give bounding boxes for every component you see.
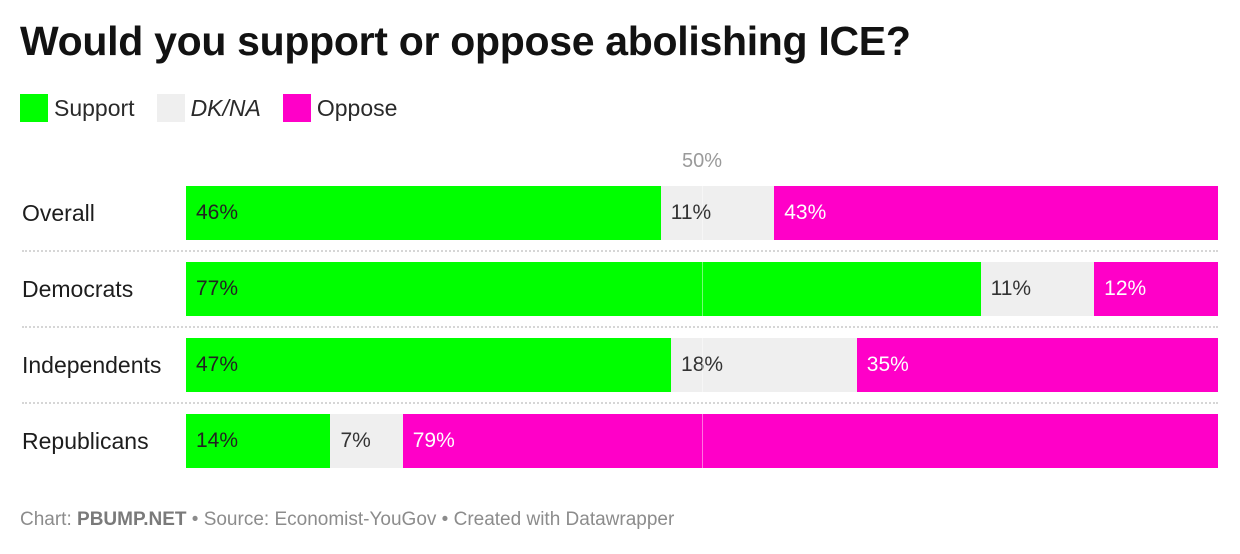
footer: Chart: PBUMP.NET • Source: Economist-You…: [20, 509, 674, 531]
legend-label-dkna: DK/NA: [190, 94, 261, 121]
data-label-democrats-oppose: 12%: [1104, 277, 1147, 300]
legend-swatch-dkna: [156, 94, 185, 122]
category-label-overall: Overall: [22, 200, 95, 226]
bar-republicans-support: [186, 414, 331, 468]
legend-item-dkna: DK/NA: [156, 94, 261, 122]
legend-swatch-oppose: [282, 94, 311, 122]
bar-overall-dkna: [660, 186, 775, 240]
data-label-democrats-support: 77%: [196, 277, 239, 300]
row-divider: [22, 326, 1218, 328]
bar-democrats-dkna: [980, 262, 1095, 316]
footer-brand: PBUMP.NET: [77, 509, 187, 530]
data-label-overall-support: 46%: [196, 201, 239, 224]
legend-label-oppose: Oppose: [316, 94, 398, 121]
footer-source: • Source: Economist-YouGov • Created wit…: [186, 509, 675, 530]
bar-republicans-oppose: [402, 414, 1218, 468]
bar-row-republicans: 14% 7% 79%: [186, 414, 1218, 468]
category-label-independents: Independents: [22, 352, 162, 378]
category-label-democrats: Democrats: [22, 276, 134, 302]
data-label-independents-oppose: 35%: [866, 353, 909, 376]
data-label-independents-support: 47%: [196, 353, 239, 376]
bar-independents-dkna: [671, 338, 857, 392]
reference-line-independents: [702, 338, 703, 392]
bar-row-independents: 47% 18% 35%: [186, 338, 1218, 392]
bar-democrats-support: [186, 262, 981, 316]
reference-line-overall: [702, 186, 703, 240]
bar-democrats-oppose: [1094, 262, 1218, 316]
bar-row-democrats: 77% 11% 12%: [186, 262, 1218, 316]
legend-item-oppose: Oppose: [282, 94, 398, 122]
data-label-republicans-dkna: 7%: [340, 429, 371, 452]
reference-line-democrats: [702, 262, 703, 316]
reference-50-label: 50%: [681, 150, 723, 172]
bar-row-overall: 46% 11% 43%: [186, 186, 1218, 240]
data-label-overall-dkna: 11%: [670, 201, 712, 224]
legend-label-support: Support: [54, 94, 135, 121]
category-label-republicans: Republicans: [22, 428, 149, 454]
data-label-republicans-oppose: 79%: [412, 429, 455, 452]
bar-republicans-dkna: [330, 414, 403, 468]
data-label-overall-oppose: 43%: [784, 201, 827, 224]
data-label-republicans-support: 14%: [196, 429, 239, 452]
bar-overall-support: [186, 186, 661, 240]
bar-independents-support: [186, 338, 672, 392]
data-label-independents-dkna: 18%: [681, 353, 724, 376]
row-divider: [22, 402, 1218, 404]
bar-overall-oppose: [774, 186, 1218, 240]
footer-prefix: Chart:: [20, 509, 78, 530]
reference-line-republicans: [702, 414, 703, 468]
chart-title: Would you support or oppose abolishing I…: [20, 18, 911, 64]
row-divider: [22, 250, 1218, 252]
bar-independents-oppose: [856, 338, 1218, 392]
legend-item-support: Support: [20, 94, 135, 122]
data-label-democrats-dkna: 11%: [990, 277, 1032, 300]
legend: Support DK/NA Oppose: [20, 93, 419, 123]
legend-swatch-support: [20, 94, 48, 122]
